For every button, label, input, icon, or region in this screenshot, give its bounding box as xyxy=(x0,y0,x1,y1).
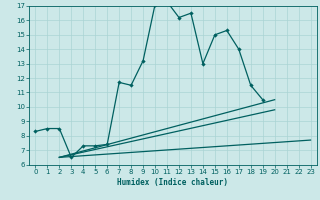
X-axis label: Humidex (Indice chaleur): Humidex (Indice chaleur) xyxy=(117,178,228,187)
